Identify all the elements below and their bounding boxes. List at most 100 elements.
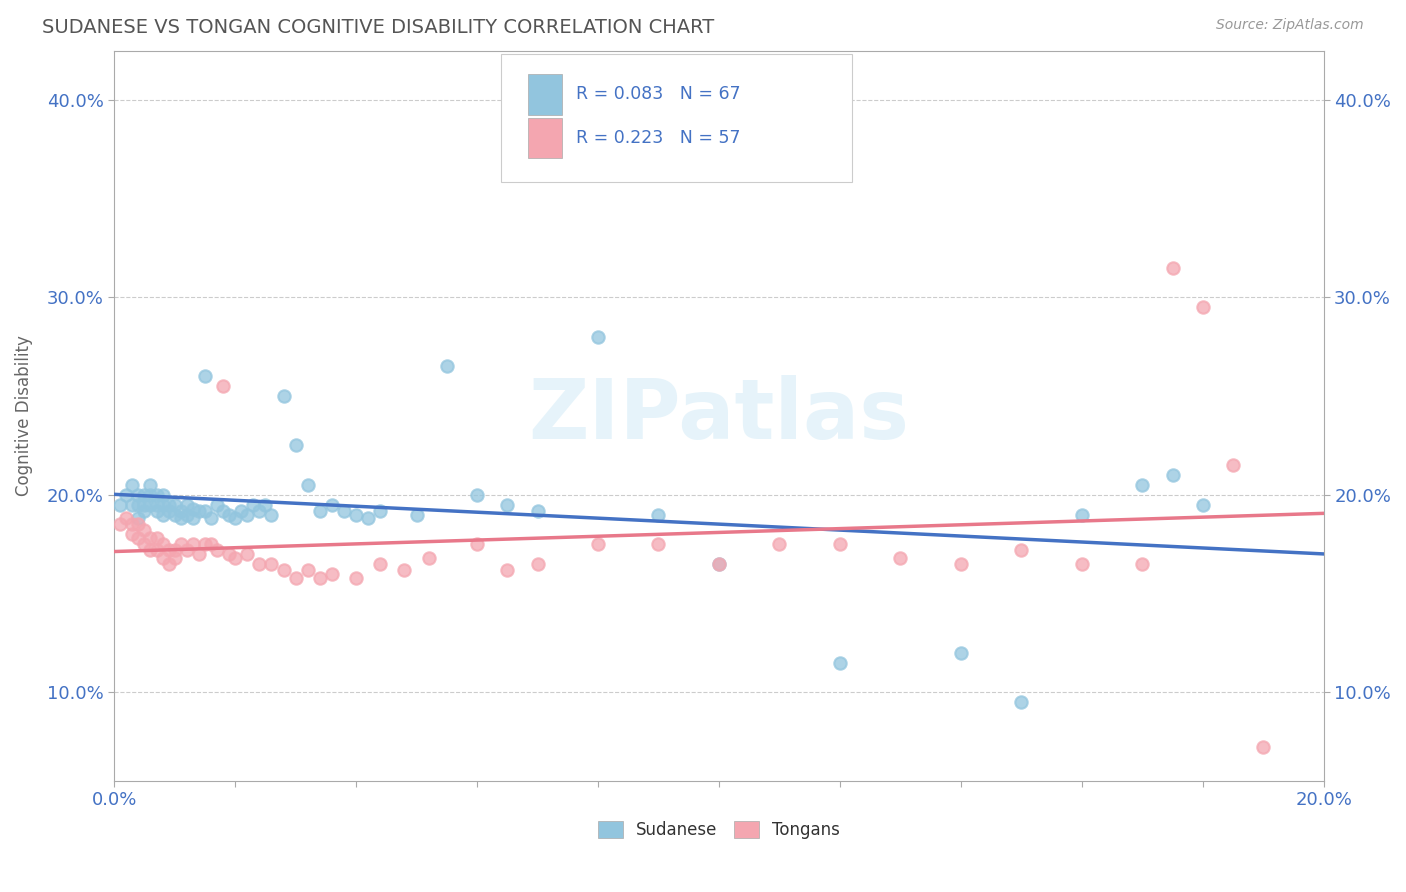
Point <box>526 503 548 517</box>
Point <box>418 550 440 565</box>
Point <box>134 503 156 517</box>
Point <box>247 557 270 571</box>
Point <box>163 508 186 522</box>
Point <box>139 478 162 492</box>
Point <box>297 478 319 492</box>
Point <box>134 524 156 538</box>
FancyBboxPatch shape <box>501 54 852 182</box>
Point <box>152 550 174 565</box>
Point <box>181 501 204 516</box>
Point <box>127 488 149 502</box>
Point <box>333 503 356 517</box>
Point <box>236 547 259 561</box>
Point <box>127 498 149 512</box>
Point <box>139 488 162 502</box>
Point <box>1251 740 1274 755</box>
Point <box>110 517 132 532</box>
Point <box>152 488 174 502</box>
Point <box>205 498 228 512</box>
Point <box>1222 458 1244 472</box>
Point <box>110 498 132 512</box>
Point <box>134 488 156 502</box>
Point <box>1130 557 1153 571</box>
Point <box>218 547 240 561</box>
Point <box>828 656 851 670</box>
Point <box>273 389 295 403</box>
Point <box>200 511 222 525</box>
Text: Source: ZipAtlas.com: Source: ZipAtlas.com <box>1216 18 1364 32</box>
Point <box>465 488 488 502</box>
Text: SUDANESE VS TONGAN COGNITIVE DISABILITY CORRELATION CHART: SUDANESE VS TONGAN COGNITIVE DISABILITY … <box>42 18 714 37</box>
Point <box>889 550 911 565</box>
Point <box>1010 695 1032 709</box>
Point <box>768 537 790 551</box>
Point <box>1161 260 1184 275</box>
Point <box>157 543 180 558</box>
Point <box>181 537 204 551</box>
Point <box>187 503 209 517</box>
Point <box>187 547 209 561</box>
Point <box>647 508 669 522</box>
Point <box>170 537 193 551</box>
Point <box>145 488 167 502</box>
Point <box>297 563 319 577</box>
Point <box>284 438 307 452</box>
Point <box>163 550 186 565</box>
Point <box>139 531 162 545</box>
Point <box>586 537 609 551</box>
Point <box>163 498 186 512</box>
Point <box>1130 478 1153 492</box>
Point <box>152 498 174 512</box>
Point <box>176 498 198 512</box>
Point <box>284 571 307 585</box>
Point <box>236 508 259 522</box>
Point <box>200 537 222 551</box>
Point <box>218 508 240 522</box>
Point <box>321 566 343 581</box>
Point <box>368 503 391 517</box>
Point <box>405 508 427 522</box>
Point <box>254 498 277 512</box>
Legend: Sudanese, Tongans: Sudanese, Tongans <box>591 814 846 846</box>
Point <box>176 543 198 558</box>
Point <box>145 503 167 517</box>
Point <box>357 511 380 525</box>
Point <box>139 543 162 558</box>
Point <box>115 511 138 525</box>
Point <box>496 498 519 512</box>
Y-axis label: Cognitive Disability: Cognitive Disability <box>15 335 32 496</box>
Point <box>224 550 246 565</box>
Point <box>194 369 217 384</box>
Point <box>707 557 730 571</box>
Point <box>212 379 235 393</box>
Point <box>121 527 143 541</box>
Point <box>368 557 391 571</box>
Point <box>496 563 519 577</box>
Point <box>170 511 193 525</box>
Point <box>247 503 270 517</box>
Point <box>647 537 669 551</box>
Point <box>308 571 330 585</box>
Point <box>1191 498 1213 512</box>
Point <box>260 557 283 571</box>
Point <box>115 488 138 502</box>
Point <box>1070 508 1092 522</box>
Point <box>260 508 283 522</box>
Point <box>134 498 156 512</box>
Point <box>465 537 488 551</box>
Text: ZIPatlas: ZIPatlas <box>529 376 910 457</box>
Point <box>152 508 174 522</box>
Point <box>273 563 295 577</box>
Point <box>145 498 167 512</box>
Point <box>121 517 143 532</box>
Point <box>194 503 217 517</box>
Point <box>828 537 851 551</box>
Point <box>344 508 367 522</box>
Point <box>194 537 217 551</box>
FancyBboxPatch shape <box>527 119 562 159</box>
Point <box>145 531 167 545</box>
Point <box>157 498 180 512</box>
Point <box>949 557 972 571</box>
Point <box>127 531 149 545</box>
Point <box>344 571 367 585</box>
